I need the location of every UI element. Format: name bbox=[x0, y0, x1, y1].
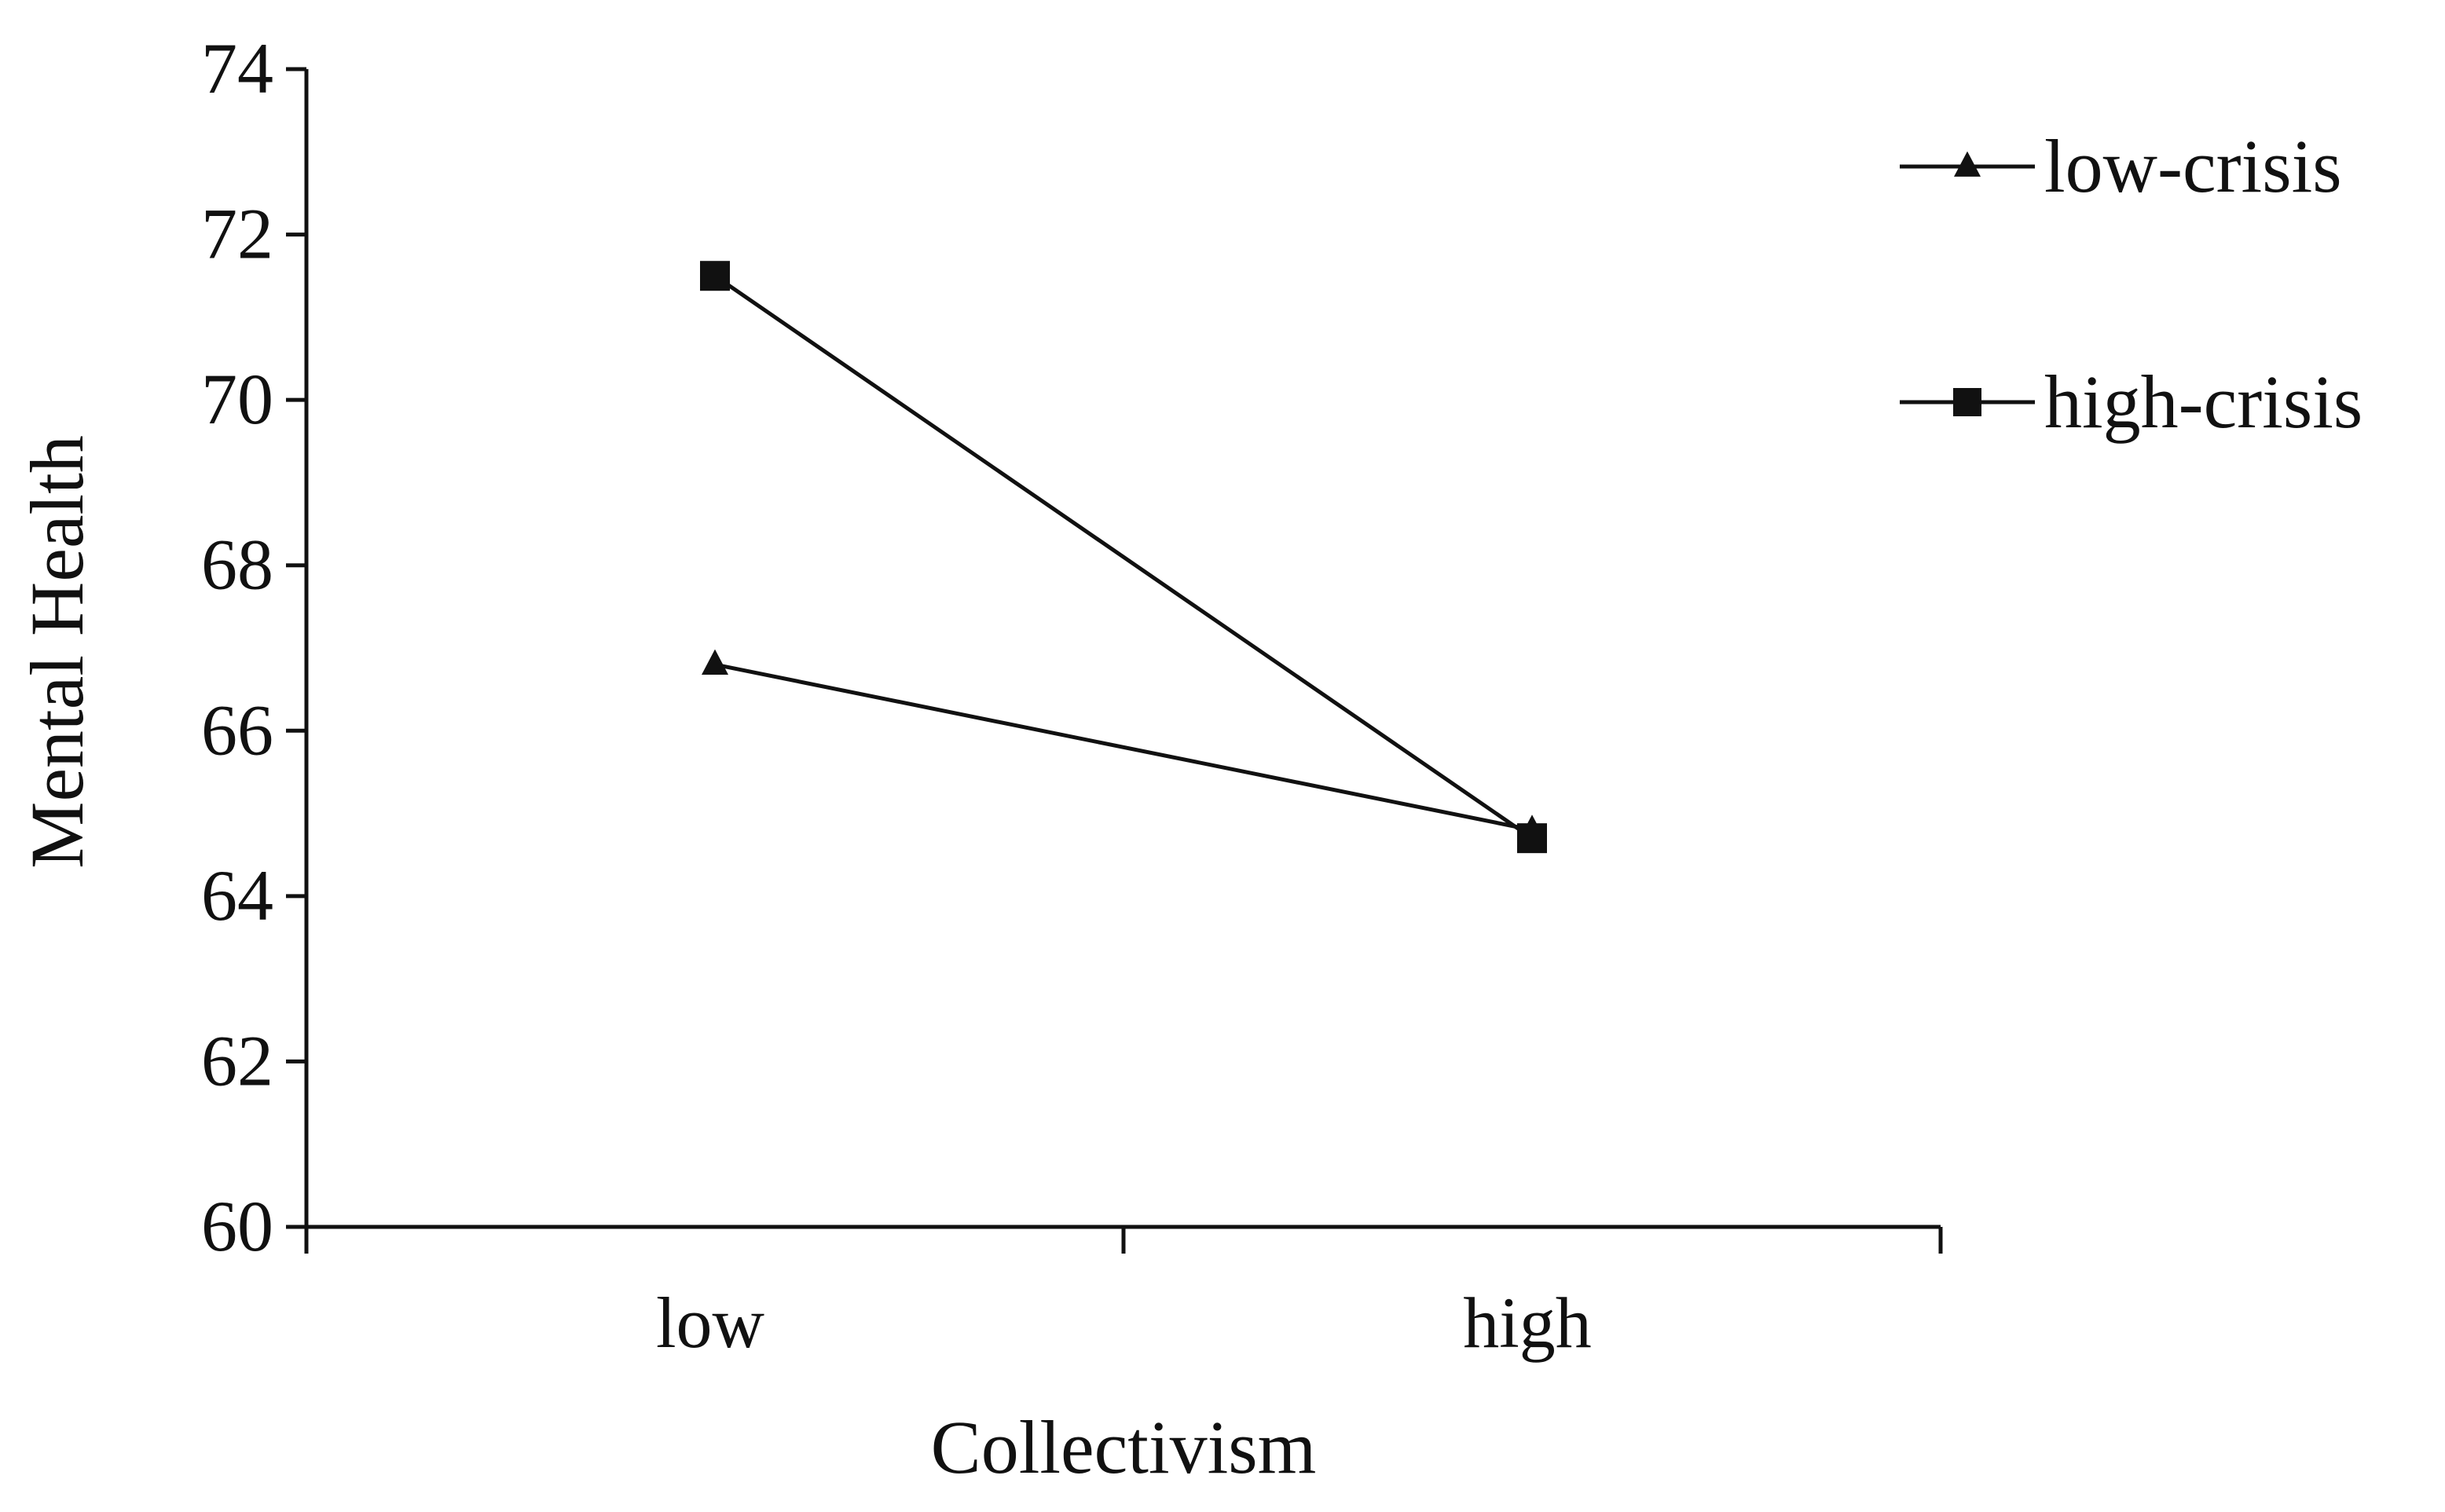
axes: 60 62 64 66 68 70 72 74 low high bbox=[201, 28, 1943, 1363]
y-tick-label: 70 bbox=[201, 359, 273, 439]
series-low-crisis bbox=[702, 649, 1545, 840]
y-tick-label: 60 bbox=[201, 1186, 273, 1266]
legend-marker bbox=[1953, 388, 1981, 416]
x-tick-label: high bbox=[1463, 1283, 1592, 1363]
legend-marker bbox=[1954, 151, 1981, 177]
series-high-crisis bbox=[700, 261, 1547, 854]
y-tick-label: 74 bbox=[201, 28, 273, 108]
series-layer bbox=[700, 261, 1547, 854]
data-point bbox=[1517, 823, 1547, 854]
legend-label: high-crisis bbox=[2044, 360, 2363, 444]
legend: low-crisis high-crisis bbox=[1900, 124, 2363, 444]
data-point bbox=[702, 649, 728, 675]
series-line bbox=[714, 662, 1533, 833]
legend-item: low-crisis bbox=[1900, 124, 2342, 208]
legend-label: low-crisis bbox=[2044, 124, 2342, 208]
data-point bbox=[700, 261, 730, 291]
y-tick-label: 64 bbox=[201, 855, 273, 935]
y-tick-label: 68 bbox=[201, 525, 273, 605]
y-axis-title: Mental Health bbox=[15, 435, 99, 869]
legend-item: high-crisis bbox=[1900, 360, 2363, 444]
x-tick-label: low bbox=[656, 1283, 765, 1363]
y-tick-label: 62 bbox=[201, 1020, 273, 1100]
y-tick-label: 66 bbox=[201, 690, 273, 770]
y-tick-label: 72 bbox=[201, 194, 273, 274]
x-axis-title: Collectivism bbox=[931, 1405, 1317, 1489]
series-line bbox=[713, 274, 1534, 840]
